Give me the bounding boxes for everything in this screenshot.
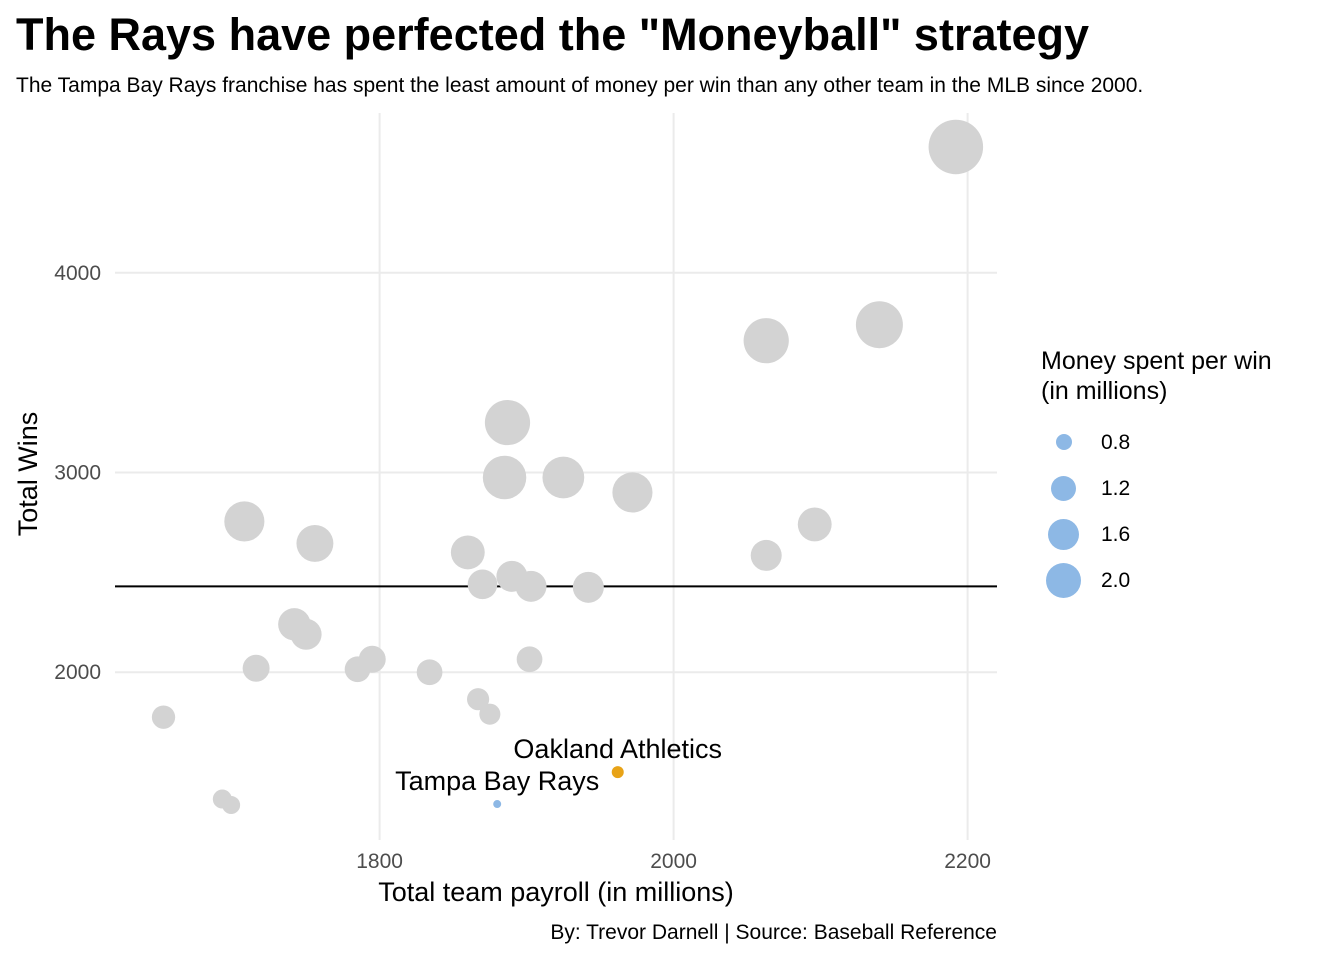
chart-title: The Rays have perfected the "Moneyball" …	[16, 9, 1090, 60]
y-tick-label: 4000	[54, 262, 101, 285]
team-point	[242, 654, 270, 682]
team-point	[750, 539, 782, 571]
team-point	[344, 656, 371, 683]
legend-size-swatch	[1046, 563, 1081, 598]
legend-title-line-1: Money spent per win	[1041, 347, 1272, 375]
team-point	[572, 571, 604, 603]
legend-size-swatch	[1056, 434, 1072, 450]
x-tick-label: 2000	[650, 850, 697, 873]
team-point	[290, 618, 322, 650]
x-axis-label: Total team payroll (in millions)	[378, 877, 734, 907]
team-point	[542, 456, 585, 499]
x-tick-label: 1800	[356, 850, 403, 873]
axis-ticks: 1800 2000 2200 2000 3000 4000	[54, 262, 991, 873]
team-point	[224, 501, 265, 542]
oakland-athletics-label: Oakland Athletics	[513, 734, 722, 764]
legend-size-swatch	[1051, 476, 1076, 501]
legend-entry: 1.2	[1040, 468, 1160, 508]
team-point	[743, 318, 789, 364]
team-point	[928, 119, 984, 175]
x-tick-label: 2200	[944, 850, 991, 873]
team-point	[416, 659, 443, 686]
team-point	[467, 688, 490, 711]
team-point	[479, 703, 501, 725]
legend-label: 1.2	[1101, 477, 1131, 500]
y-tick-label: 2000	[54, 661, 101, 684]
team-point	[855, 301, 903, 349]
team-point	[467, 569, 498, 600]
team-point	[450, 535, 485, 570]
legend-size-swatch	[1048, 519, 1079, 550]
chart-subtitle: The Tampa Bay Rays franchise has spent t…	[16, 74, 1144, 97]
legend-entry: 0.8	[1040, 422, 1160, 462]
legend-label: 1.6	[1101, 523, 1131, 546]
team-point	[612, 472, 653, 513]
legend-entry: 2.0	[1040, 560, 1160, 600]
legend-entry: 1.6	[1040, 514, 1160, 554]
oakland-athletics-point	[611, 766, 624, 779]
chart-caption: By: Trevor Darnell | Source: Baseball Re…	[550, 921, 997, 944]
legend-title: Money spent per win (in millions)	[1041, 346, 1331, 406]
y-axis-label: Total Wins	[13, 412, 43, 537]
tampa-bay-rays-label: Tampa Bay Rays	[395, 766, 599, 796]
team-point	[296, 524, 334, 562]
team-point	[151, 705, 176, 729]
team-point	[516, 646, 543, 673]
team-point	[515, 570, 547, 602]
legend-title-line-2: (in millions)	[1041, 377, 1168, 405]
team-point	[797, 507, 832, 542]
legend-label: 0.8	[1101, 431, 1131, 454]
team-point	[484, 399, 531, 446]
data-points	[151, 119, 984, 815]
y-tick-label: 3000	[54, 462, 101, 485]
team-point	[222, 796, 241, 815]
tampa-bay-rays-point	[493, 800, 502, 809]
team-point	[482, 455, 527, 500]
legend-label: 2.0	[1101, 569, 1131, 592]
